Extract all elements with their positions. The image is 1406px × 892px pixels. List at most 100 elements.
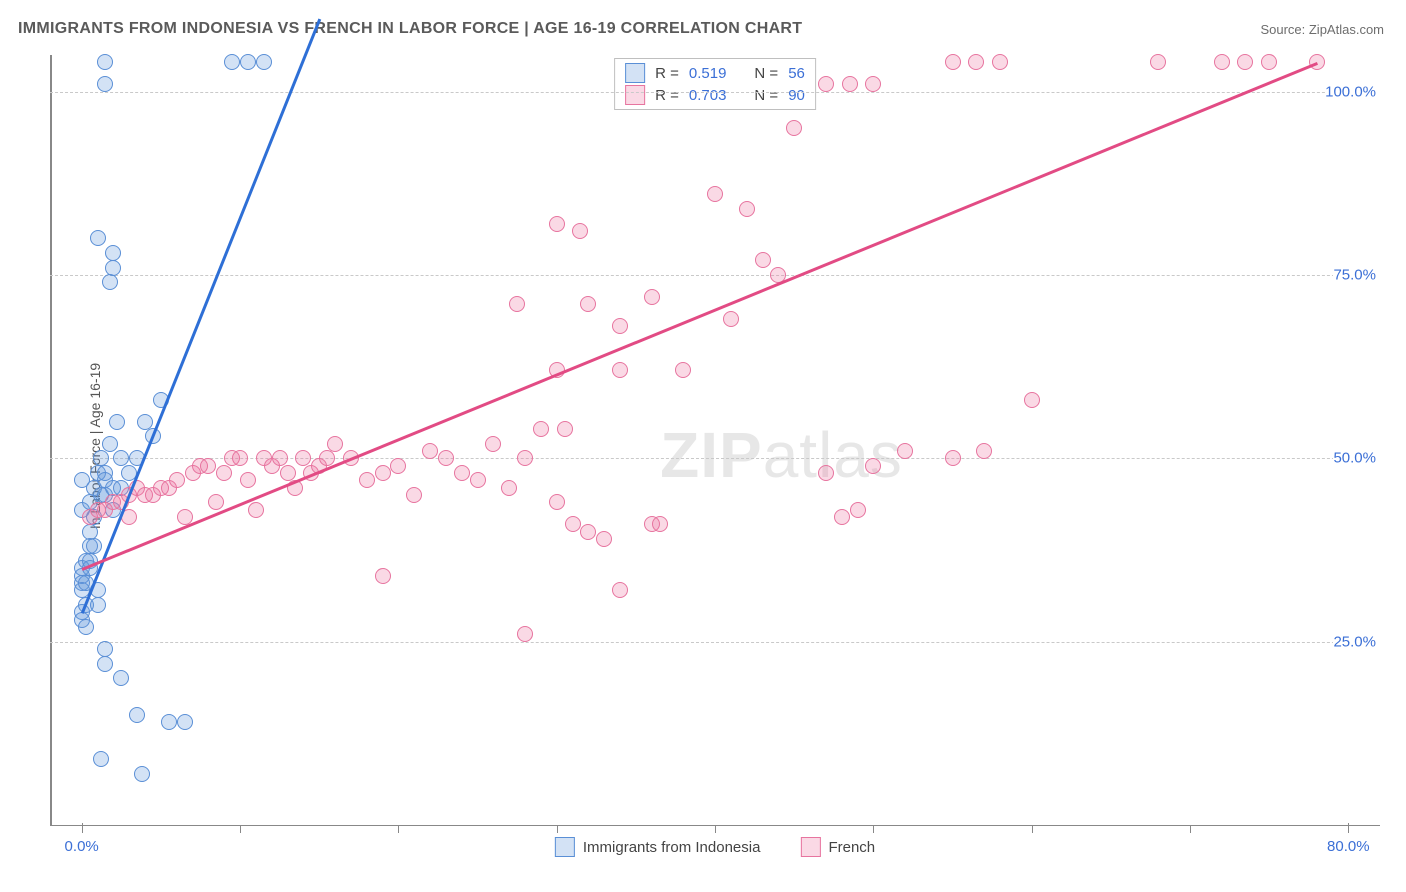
data-point-indonesia <box>224 54 240 70</box>
data-point-french <box>842 76 858 92</box>
data-point-french <box>992 54 1008 70</box>
data-point-french <box>652 516 668 532</box>
data-point-french <box>375 465 391 481</box>
data-point-french <box>612 582 628 598</box>
data-point-indonesia <box>97 656 113 672</box>
data-point-indonesia <box>161 714 177 730</box>
data-point-french <box>248 502 264 518</box>
data-point-french <box>945 450 961 466</box>
data-point-french <box>557 421 573 437</box>
trend-line-indonesia <box>80 19 320 614</box>
data-point-indonesia <box>78 619 94 635</box>
data-point-indonesia <box>97 641 113 657</box>
data-point-french <box>422 443 438 459</box>
data-point-french <box>945 54 961 70</box>
data-point-french <box>470 472 486 488</box>
data-point-french <box>707 186 723 202</box>
gridline <box>50 458 1380 459</box>
n-label: N = <box>754 87 778 104</box>
legend-item-french: French <box>800 837 875 857</box>
data-point-french <box>786 120 802 136</box>
watermark: ZIPatlas <box>660 418 903 492</box>
data-point-indonesia <box>105 260 121 276</box>
data-point-french <box>549 494 565 510</box>
x-tick <box>1190 825 1191 833</box>
r-value-french: 0.703 <box>689 87 727 104</box>
data-point-french <box>390 458 406 474</box>
data-point-french <box>572 223 588 239</box>
data-point-french <box>865 76 881 92</box>
source-label: Source: ZipAtlas.com <box>1260 22 1384 37</box>
data-point-french <box>501 480 517 496</box>
data-point-french <box>549 216 565 232</box>
x-tick <box>557 825 558 833</box>
y-axis-line <box>50 55 52 825</box>
data-point-french <box>359 472 375 488</box>
data-point-french <box>897 443 913 459</box>
data-point-indonesia <box>90 597 106 613</box>
stats-row-indonesia: R = 0.519 N = 56 <box>625 63 805 83</box>
data-point-french <box>612 362 628 378</box>
gridline <box>50 275 1380 276</box>
data-point-indonesia <box>105 245 121 261</box>
data-point-french <box>517 450 533 466</box>
r-label: R = <box>655 87 679 104</box>
x-tick <box>1348 823 1349 833</box>
data-point-french <box>406 487 422 503</box>
swatch-french-icon <box>800 837 820 857</box>
data-point-french <box>327 436 343 452</box>
chart-title: IMMIGRANTS FROM INDONESIA VS FRENCH IN L… <box>18 20 802 38</box>
data-point-french <box>739 201 755 217</box>
data-point-indonesia <box>93 450 109 466</box>
data-point-french <box>976 443 992 459</box>
swatch-indonesia-icon <box>625 63 645 83</box>
data-point-french <box>517 626 533 642</box>
trend-line-french <box>81 62 1317 570</box>
data-point-french <box>438 450 454 466</box>
data-point-french <box>968 54 984 70</box>
data-point-indonesia <box>102 436 118 452</box>
data-point-french <box>272 450 288 466</box>
data-point-indonesia <box>134 766 150 782</box>
data-point-french <box>818 76 834 92</box>
data-point-french <box>375 568 391 584</box>
data-point-french <box>295 450 311 466</box>
data-point-french <box>1024 392 1040 408</box>
data-point-indonesia <box>137 414 153 430</box>
data-point-indonesia <box>240 54 256 70</box>
data-point-french <box>850 502 866 518</box>
data-point-french <box>580 524 596 540</box>
x-tick <box>873 825 874 833</box>
x-tick <box>398 825 399 833</box>
stats-legend: R = 0.519 N = 56 R = 0.703 N = 90 <box>614 58 816 110</box>
data-point-french <box>834 509 850 525</box>
data-point-french <box>755 252 771 268</box>
x-tick-label: 0.0% <box>65 838 99 855</box>
data-point-french <box>216 465 232 481</box>
data-point-french <box>818 465 834 481</box>
gridline <box>50 92 1380 93</box>
legend-label-french: French <box>828 839 875 856</box>
data-point-indonesia <box>102 274 118 290</box>
watermark-zip: ZIP <box>660 419 763 491</box>
data-point-french <box>675 362 691 378</box>
data-point-french <box>533 421 549 437</box>
x-tick <box>240 825 241 833</box>
data-point-indonesia <box>82 524 98 540</box>
data-point-french <box>1214 54 1230 70</box>
legend-item-indonesia: Immigrants from Indonesia <box>555 837 761 857</box>
data-point-indonesia <box>177 714 193 730</box>
data-point-indonesia <box>82 538 98 554</box>
data-point-french <box>580 296 596 312</box>
n-value-french: 90 <box>788 87 805 104</box>
data-point-indonesia <box>97 54 113 70</box>
data-point-french <box>232 450 248 466</box>
data-point-indonesia <box>129 707 145 723</box>
r-value-indonesia: 0.519 <box>689 65 727 82</box>
data-point-indonesia <box>256 54 272 70</box>
x-tick <box>715 825 716 833</box>
data-point-indonesia <box>113 670 129 686</box>
x-tick-label: 80.0% <box>1327 838 1370 855</box>
watermark-atlas: atlas <box>763 419 903 491</box>
data-point-indonesia <box>90 230 106 246</box>
